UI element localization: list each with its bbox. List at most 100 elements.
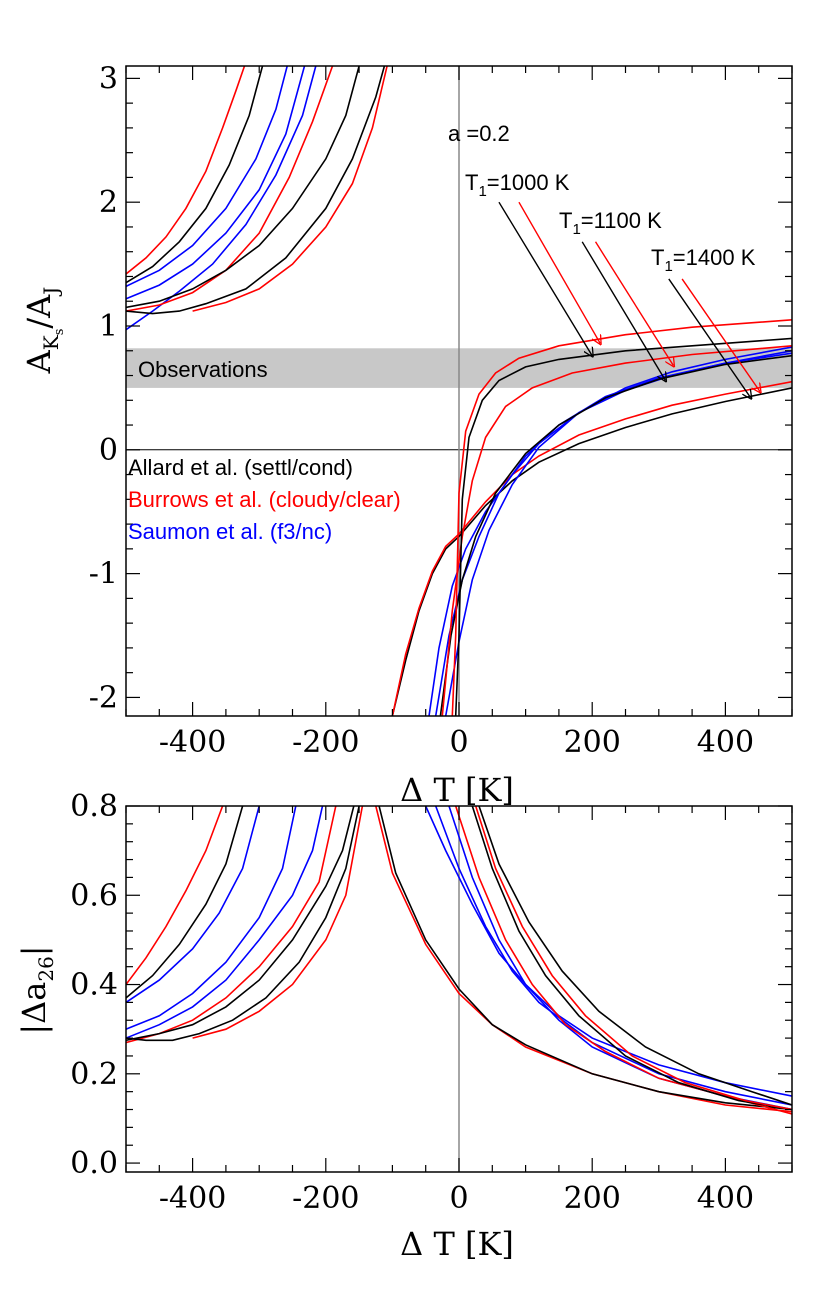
x-tick-label: -400 <box>159 1181 226 1216</box>
legend-allard: Allard et al. (settl/cond) <box>128 455 353 480</box>
bottom-y-tick-labels: 0.0 0.2 0.4 0.6 0.8 <box>70 789 118 1181</box>
bottom-x-axis-title: Δ T [K] <box>400 1225 514 1263</box>
series-line-11 <box>391 380 792 716</box>
x-tick-label: 0 <box>449 1181 468 1216</box>
y-tick-label: 0 <box>99 433 118 468</box>
y-tick-label: 0.8 <box>70 789 118 824</box>
t1-prefix: T <box>465 170 478 195</box>
x-tick-label: -200 <box>292 725 359 760</box>
t1-subscript: 1 <box>664 258 672 275</box>
x-tick-label: 400 <box>697 725 754 760</box>
series-line-13 <box>434 350 792 716</box>
series-line-9 <box>192 806 364 1039</box>
series-line-1 <box>126 806 224 985</box>
series-line-12 <box>428 352 792 716</box>
series-line-12 <box>424 806 792 1097</box>
t1-subscript: 1 <box>572 221 580 238</box>
series-line-3 <box>126 66 288 288</box>
t1-prefix: T <box>651 245 664 270</box>
series-line-17 <box>454 337 792 716</box>
series-line-1 <box>126 66 246 275</box>
top-y-title-slash: /A <box>20 294 58 329</box>
y-tick-label: 2 <box>99 185 118 220</box>
t1-value-1000: =1000 K <box>487 170 570 195</box>
bottom-series-group <box>126 806 792 1115</box>
observations-label: Observations <box>138 357 268 382</box>
top-ticks-group <box>125 66 793 716</box>
y-tick-label: 0.0 <box>70 1146 118 1181</box>
x-tick-label: -400 <box>159 725 226 760</box>
series-line-14 <box>444 346 792 716</box>
series-line-17 <box>474 806 792 1111</box>
series-line-11 <box>378 806 792 1111</box>
t1-label-1100: T1=1100 K <box>559 208 662 238</box>
series-line-6 <box>126 806 337 1044</box>
series-line-16 <box>441 345 792 716</box>
series-line-13 <box>434 806 792 1106</box>
a-parameter-label: a =0.2 <box>448 121 510 146</box>
top-x-tick-labels: -400 -200 0 200 400 <box>159 725 754 760</box>
bottom-y-title-main: |Δa <box>15 982 53 1035</box>
y-tick-label: -1 <box>89 557 118 592</box>
bottom-ticks-group <box>125 805 793 1172</box>
bottom-x-tick-labels: -400 -200 0 200 400 <box>159 1181 754 1216</box>
series-line-4 <box>126 66 306 300</box>
annotation-arrow-1 <box>498 201 592 356</box>
t1-subscript: 1 <box>478 183 486 200</box>
t1-prefix: T <box>559 208 572 233</box>
top-y-title-main: A <box>20 349 58 374</box>
bottom-y-axis-title: |Δa26| <box>15 945 58 1034</box>
x-tick-label: 400 <box>697 1181 754 1216</box>
series-line-14 <box>448 806 792 1111</box>
t1-label-1400: T1=1400 K <box>651 245 756 275</box>
y-tick-label: 0.6 <box>70 878 118 913</box>
annotation-arrow-3 <box>581 241 665 381</box>
bottom-panel: -400 -200 0 200 400 0.00.20.40.60.8 Δ T [K] … <box>15 789 793 1263</box>
legend-burrows: Burrows et al. (cloudy/clear) <box>128 487 401 512</box>
series-line-8 <box>126 806 360 1042</box>
t1-label-1000: T1=1000 K <box>465 170 570 200</box>
series-line-4 <box>126 806 297 1030</box>
series-line-3 <box>126 806 260 1004</box>
series-line-10 <box>375 806 792 1113</box>
x-tick-label: -200 <box>292 1181 359 1216</box>
series-line-16 <box>471 806 792 1111</box>
y-tick-label: 3 <box>99 61 118 96</box>
top-y-title-sub-s: s <box>52 329 67 336</box>
y-tick-label: 1 <box>99 309 118 344</box>
annotation-arrow-6 <box>681 278 760 392</box>
series-line-8 <box>126 66 386 315</box>
series-line-5 <box>126 806 324 1039</box>
top-panel: Observations -400 -200 0 200 400 -2 -1 0 1 2 3 a … <box>20 61 793 809</box>
series-line-9 <box>192 66 388 312</box>
top-series-group <box>126 66 792 716</box>
top-y-title-sub-k: K <box>39 334 63 350</box>
series-line-2 <box>126 806 244 999</box>
series-line-18 <box>478 806 792 1106</box>
bottom-y-title-end: | <box>15 945 53 956</box>
legend-saumon: Saumon et al. (f3/nc) <box>128 519 332 544</box>
series-line-2 <box>126 66 264 284</box>
t1-value-1100: =1100 K <box>581 208 662 233</box>
y-tick-label: 0.2 <box>70 1057 118 1092</box>
top-y-title-sub-j: J <box>39 287 63 297</box>
annotation-arrow-4 <box>594 241 674 366</box>
series-line-5 <box>126 66 317 331</box>
top-x-axis-title: Δ T [K] <box>400 771 514 809</box>
y-tick-label: -2 <box>89 680 118 715</box>
top-y-tick-labels: -2 -1 0 1 2 3 <box>89 61 118 715</box>
bottom-y-title-sub: 26 <box>34 956 58 981</box>
series-line-18 <box>451 319 792 716</box>
t1-value-1400: =1400 K <box>673 245 756 270</box>
top-y-axis-title: AKs/AJ <box>20 287 67 375</box>
series-line-7 <box>126 806 355 1042</box>
series-line-10 <box>391 387 792 716</box>
series-line-7 <box>126 66 360 309</box>
x-tick-label: 0 <box>449 725 468 760</box>
series-line-6 <box>126 66 334 312</box>
y-tick-label: 0.4 <box>70 968 118 1003</box>
top-arrows-group <box>498 201 760 398</box>
annotation-arrow-2 <box>518 201 600 343</box>
x-tick-label: 200 <box>564 725 621 760</box>
